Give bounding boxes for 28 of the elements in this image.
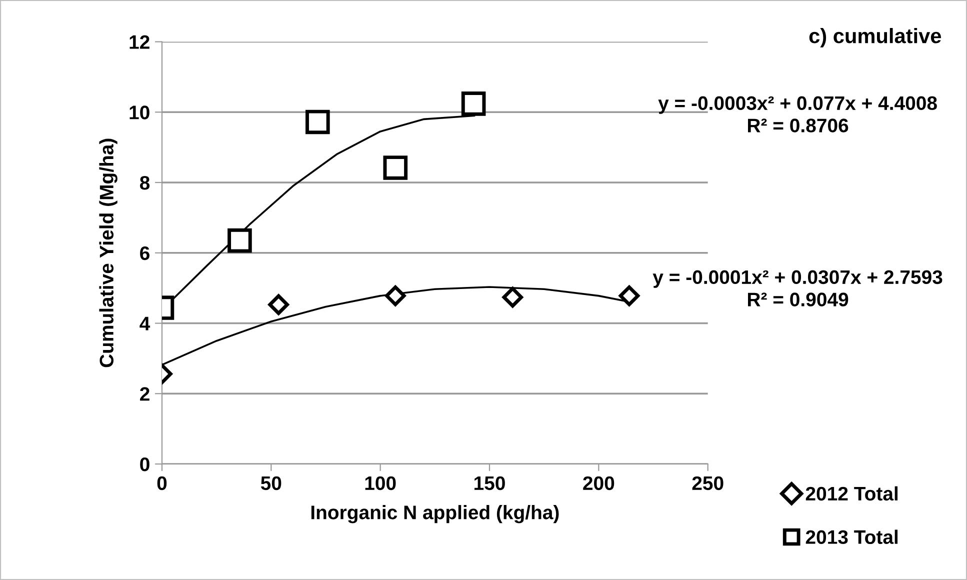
point bbox=[383, 156, 408, 180]
y-tick-label: 10 bbox=[130, 106, 150, 120]
y-axis-title: Cumulative Yield (Mg/ha) bbox=[99, 138, 118, 368]
point bbox=[268, 294, 289, 315]
x-axis-title: Inorganic N applied (kg/ha) bbox=[311, 505, 559, 524]
point bbox=[618, 285, 640, 306]
y-tick-label: 6 bbox=[140, 246, 150, 260]
x-tick-label: 0 bbox=[157, 476, 167, 490]
point bbox=[228, 228, 252, 253]
y-tick-label: 12 bbox=[130, 35, 150, 49]
x-tick-label: 200 bbox=[583, 476, 614, 490]
annotation: y = -0.0003x² + 0.077x + 4.4008 R² = 0.8706 bbox=[658, 96, 937, 132]
x-tick-label: 100 bbox=[365, 476, 396, 490]
legend-label: 2012 Total bbox=[806, 486, 898, 501]
y-tick-label: 8 bbox=[140, 176, 150, 190]
text: c) cumulative bbox=[809, 28, 942, 48]
point bbox=[306, 110, 330, 134]
x-tick-label: 50 bbox=[260, 476, 282, 490]
point bbox=[461, 92, 486, 116]
annotation: y = -0.0001x² + 0.0307x + 2.7593 R² = 0.9049 bbox=[652, 270, 942, 306]
y-tick-label: 2 bbox=[140, 387, 150, 401]
point bbox=[385, 285, 406, 306]
x-tick-label: 250 bbox=[692, 476, 724, 490]
x-tick-label: 150 bbox=[474, 476, 505, 490]
y-tick-label: 4 bbox=[140, 316, 150, 330]
legend-label: 2013 Total bbox=[806, 530, 898, 544]
point bbox=[502, 286, 524, 308]
y-tick-label: 0 bbox=[140, 457, 150, 472]
